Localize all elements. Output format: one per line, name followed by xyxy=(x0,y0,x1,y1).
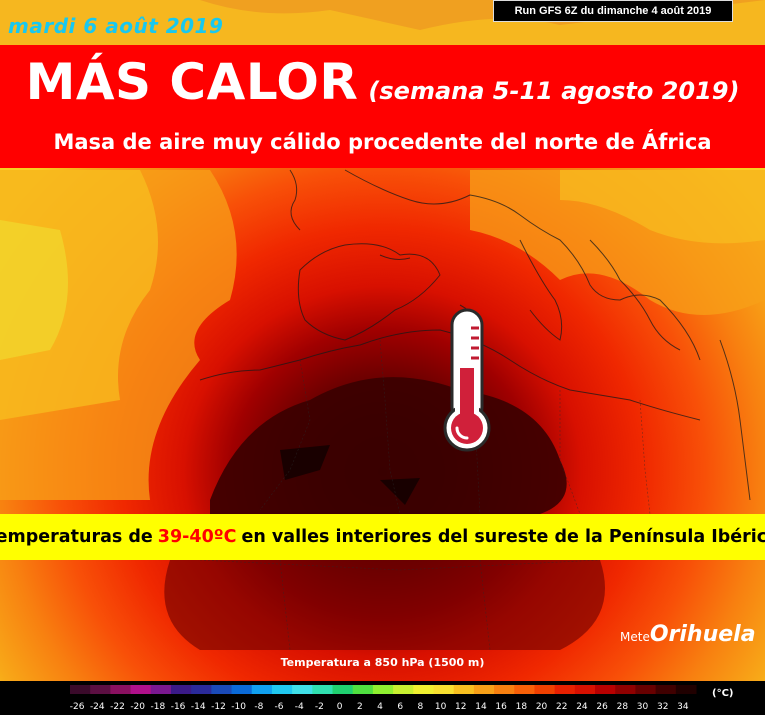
logo-name: Orihuela xyxy=(649,622,756,647)
scale-swatch xyxy=(393,685,414,694)
scale-tick-label: 34 xyxy=(677,702,689,712)
scale-swatch xyxy=(150,685,172,694)
scale-swatch xyxy=(595,685,616,694)
highlight-prefix: Temperaturas de xyxy=(0,527,153,547)
run-info-label: Run GFS 6Z du dimanche 4 août 2019 xyxy=(493,0,733,22)
scale-swatch xyxy=(110,685,132,694)
scale-tick-label: 16 xyxy=(495,702,507,712)
scale-tick-label: 18 xyxy=(516,702,528,712)
scale-swatch xyxy=(352,685,374,694)
scale-swatch xyxy=(574,685,596,694)
scale-tick-label: 12 xyxy=(455,702,466,712)
scale-swatch xyxy=(170,685,192,694)
highlight-value: 39-40ºC xyxy=(157,527,237,547)
scale-tick-label: 26 xyxy=(596,702,608,712)
scale-unit: (°C) xyxy=(712,688,734,699)
scale-tick-label: 30 xyxy=(637,702,649,712)
headline-period: (semana 5-11 agosto 2019) xyxy=(368,77,740,105)
scale-swatch xyxy=(271,685,293,694)
scale-tick-label: -16 xyxy=(171,702,186,712)
map-caption: Temperatura a 850 hPa (1500 m) xyxy=(280,656,485,669)
scale-tick-label: 8 xyxy=(418,702,424,712)
headline-banner xyxy=(0,45,765,168)
scale-swatch xyxy=(90,685,111,694)
scale-swatch xyxy=(675,685,697,694)
headline-subtitle: Masa de aire muy cálido procedente del n… xyxy=(53,130,712,154)
scale-tick-label: -10 xyxy=(231,702,246,712)
scale-swatch xyxy=(615,685,636,694)
scale-tick-label: 4 xyxy=(377,702,383,712)
scale-swatch xyxy=(534,685,556,694)
scale-tick-label: 32 xyxy=(657,702,668,712)
scale-tick-label: 2 xyxy=(357,702,363,712)
scale-swatch xyxy=(433,685,455,694)
thermometer-icon xyxy=(443,308,491,452)
scale-swatch xyxy=(231,685,253,694)
scale-swatch xyxy=(473,685,495,694)
scale-tick-label: -18 xyxy=(151,702,166,712)
scale-tick-label: 10 xyxy=(435,702,447,712)
scale-swatch xyxy=(453,685,475,694)
meteorihuela-logo: MeteOrihuela xyxy=(620,622,756,647)
scale-tick-label: -20 xyxy=(130,702,145,712)
headline-title: MÁS CALOR xyxy=(25,53,359,111)
scale-swatch xyxy=(130,685,152,694)
scale-swatch xyxy=(554,685,576,694)
scale-swatch xyxy=(635,685,657,694)
scale-tick-label: 24 xyxy=(576,702,588,712)
scale-tick-label: -4 xyxy=(295,702,304,712)
scale-swatch xyxy=(292,685,313,694)
scale-tick-label: 6 xyxy=(397,702,403,712)
scale-tick-label: -8 xyxy=(254,702,263,712)
scale-swatch xyxy=(211,685,233,694)
scale-tick-label: -26 xyxy=(70,702,85,712)
scale-swatch xyxy=(251,685,273,694)
scale-tick-label: -22 xyxy=(110,702,125,712)
scale-tick-label: -14 xyxy=(191,702,206,712)
scale-tick-label: -24 xyxy=(90,702,105,712)
scale-tick-label: 20 xyxy=(536,702,548,712)
scale-swatch xyxy=(494,685,515,694)
scale-tick-label: 28 xyxy=(617,702,629,712)
scale-swatch xyxy=(514,685,535,694)
highlight-suffix: en valles interiores del sureste de la P… xyxy=(241,527,765,547)
headline: MÁS CALOR (semana 5-11 agosto 2019) xyxy=(0,53,765,111)
scale-swatch xyxy=(332,685,354,694)
scale-tick-label: -6 xyxy=(275,702,284,712)
logo-prefix: Mete xyxy=(620,630,650,644)
scale-swatch xyxy=(191,685,212,694)
forecast-date: mardi 6 août 2019 xyxy=(8,14,224,38)
scale-swatch xyxy=(655,685,677,694)
scale-tick-label: 14 xyxy=(475,702,487,712)
scale-tick-label: -2 xyxy=(315,702,324,712)
scale-swatch xyxy=(312,685,334,694)
scale-tick-label: -12 xyxy=(211,702,226,712)
scale-swatch xyxy=(70,685,91,694)
scale-swatch xyxy=(413,685,434,694)
color-scale: -26 -24 -22 -20 -18 -16 -14 -12 -10 -8 -6 -4 -2 0 2 4 6 8… xyxy=(70,685,697,712)
highlight-band: Temperaturas de 39-40ºC en valles interior… xyxy=(0,514,765,560)
scale-tick-label: 0 xyxy=(337,702,343,712)
scale-tick-label: 22 xyxy=(556,702,567,712)
scale-swatch xyxy=(372,685,394,694)
